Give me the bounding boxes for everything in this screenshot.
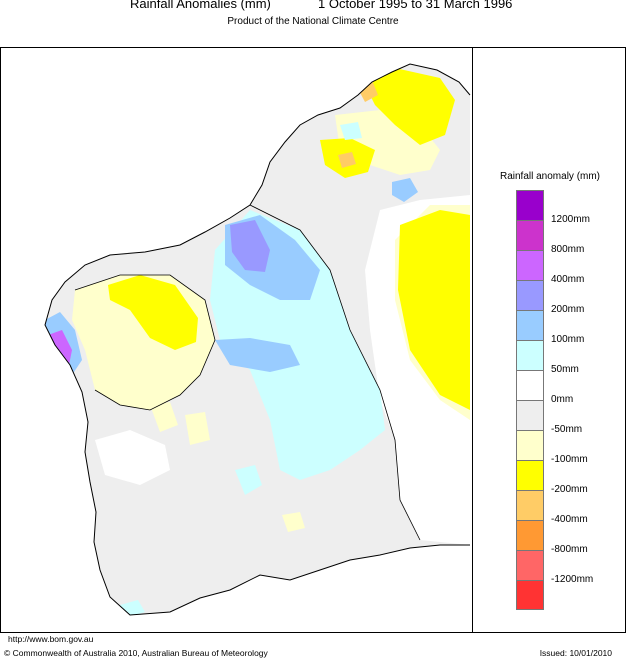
- cyan-patch-south: [235, 465, 262, 495]
- legend-swatch: [516, 550, 544, 580]
- legend-swatch: [516, 430, 544, 460]
- map-title: Rainfall Anomalies (mm): [130, 0, 271, 11]
- legend-label: 200mm: [551, 304, 585, 315]
- yellow-west: [108, 275, 198, 350]
- orange-kimberley: [338, 152, 356, 168]
- legend-swatch: [516, 190, 544, 220]
- legend-color-bar: [516, 190, 544, 610]
- blue-patch-north: [392, 178, 418, 202]
- violet-zone: [230, 220, 270, 272]
- legend-swatch: [516, 520, 544, 550]
- legend-swatch: [516, 310, 544, 340]
- yellow-east: [398, 210, 470, 410]
- copyright-notice: © Commonwealth of Australia 2010, Austra…: [4, 648, 268, 658]
- yellow-north: [360, 68, 455, 145]
- source-url[interactable]: http://www.bom.gov.au: [8, 634, 94, 644]
- legend-label: -50mm: [551, 424, 583, 435]
- panel-divider: [472, 47, 473, 633]
- map-subtitle: Product of the National Climate Centre: [227, 16, 399, 27]
- contour-line-east: [249, 204, 421, 541]
- coastline: [44, 63, 471, 616]
- legend-swatch: [516, 340, 544, 370]
- map-period: 1 October 1995 to 31 March 1996: [318, 0, 513, 11]
- cyan-patch-north: [340, 122, 362, 140]
- legend-label: -1200mm: [551, 574, 594, 585]
- legend-label: 800mm: [551, 244, 585, 255]
- legend-label: 100mm: [551, 334, 585, 345]
- white-patch-south: [95, 430, 170, 485]
- legend-swatch: [516, 580, 544, 610]
- pale-patch-1: [150, 402, 178, 432]
- legend-swatch: [516, 220, 544, 250]
- legend-swatch: [516, 400, 544, 430]
- legend-label: -400mm: [551, 514, 588, 525]
- pale-patch-2: [185, 412, 210, 445]
- legend-label: 1200mm: [551, 214, 590, 225]
- legend-label: 0mm: [551, 394, 574, 405]
- legend-label: 400mm: [551, 274, 585, 285]
- blue-zone-mid: [215, 338, 300, 372]
- contour-line-west: [74, 274, 216, 411]
- legend-swatch: [516, 250, 544, 280]
- legend-swatch: [516, 490, 544, 520]
- legend-swatch: [516, 370, 544, 400]
- legend-label: -200mm: [551, 484, 588, 495]
- western-australia-map: [44, 63, 471, 616]
- legend-swatch: [516, 280, 544, 310]
- issued-date: Issued: 10/01/2010: [539, 648, 612, 658]
- legend-label: -100mm: [551, 454, 588, 465]
- legend-label: -800mm: [551, 544, 588, 555]
- legend-swatch: [516, 460, 544, 490]
- legend-title: Rainfall anomaly (mm): [499, 171, 601, 182]
- pale-patch-3: [282, 512, 305, 532]
- legend-label: 50mm: [551, 364, 579, 375]
